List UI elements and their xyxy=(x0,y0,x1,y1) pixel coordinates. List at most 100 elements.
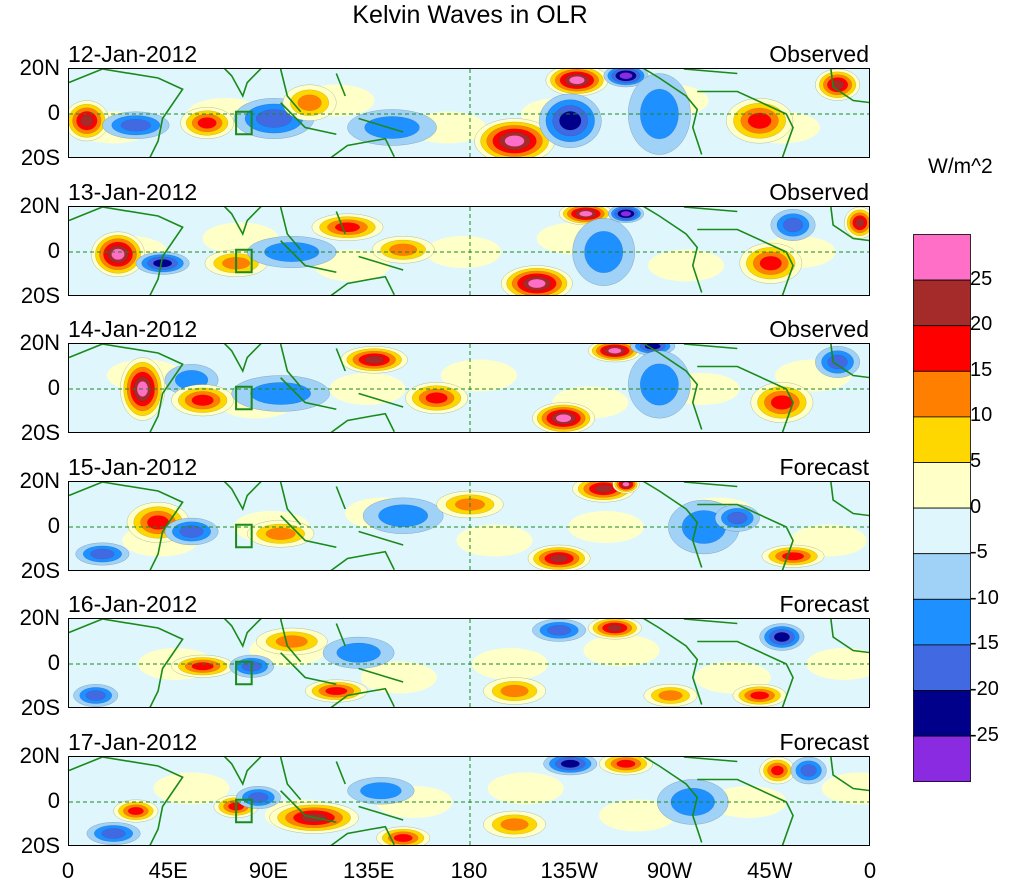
longitude-label: 135E xyxy=(343,858,395,883)
longitude-label: 45E xyxy=(148,858,188,883)
africa-coastline xyxy=(69,619,184,707)
weak-anomaly-blob xyxy=(153,772,230,804)
australia-coastline xyxy=(330,137,395,157)
colorbar-swatch xyxy=(913,735,971,783)
caribbean-coastline xyxy=(683,756,738,762)
weak-anomaly-blob xyxy=(456,524,533,556)
colorbar-swatch xyxy=(913,553,971,600)
anomaly-contour xyxy=(111,248,125,260)
colorbar-tick-label: 15 xyxy=(970,358,993,381)
colorbar-tick-label: 10 xyxy=(970,404,993,427)
panel-status: Forecast xyxy=(779,728,869,755)
colorbar-units: W/m^2 xyxy=(928,155,993,178)
panel-status: Forecast xyxy=(779,453,869,480)
australia-coastline xyxy=(330,275,395,295)
latitude-label: 20S xyxy=(20,557,60,583)
caribbean-coastline xyxy=(683,206,738,212)
anomaly-contour xyxy=(127,806,144,815)
latitude-label: 20S xyxy=(20,832,60,858)
anomaly-contour xyxy=(364,116,420,139)
anomaly-contour xyxy=(101,827,126,839)
reference-box xyxy=(235,523,253,548)
india-coastline xyxy=(223,756,262,786)
longitude-label: 135W xyxy=(540,858,598,883)
panel-date: 17-Jan-2012 xyxy=(68,728,198,755)
maritime-continent-coastline xyxy=(279,756,404,823)
panel-status: Observed xyxy=(769,41,869,67)
colorbar-swatch xyxy=(913,416,971,463)
olr-contour-field xyxy=(69,756,869,845)
australia-coastline xyxy=(330,550,395,570)
anomaly-contour xyxy=(250,382,311,405)
panel-status: Observed xyxy=(769,178,869,205)
anomaly-contour xyxy=(504,135,525,147)
weak-anomaly-blob xyxy=(329,373,406,405)
coastlines xyxy=(69,619,869,707)
colorbar-swatch xyxy=(913,690,971,737)
colorbar-tick-label: -15 xyxy=(970,632,999,655)
anomaly-contour xyxy=(265,527,296,540)
weak-anomaly-blob xyxy=(648,249,725,281)
weak-anomaly-blob xyxy=(821,772,869,804)
caribbean-coastline xyxy=(683,69,738,75)
west-africa-coastline xyxy=(830,206,869,241)
caribbean-coastline xyxy=(683,481,738,487)
latitude-label: 20N xyxy=(19,742,60,768)
weak-anomaly-blob xyxy=(806,648,869,680)
colorbar-tick-label: -10 xyxy=(970,586,999,609)
anomaly-contour xyxy=(297,94,322,111)
longitude-label: 180 xyxy=(450,858,488,883)
chart-title: Kelvin Waves in OLR xyxy=(352,1,588,29)
anomaly-contour xyxy=(500,684,529,698)
west-africa-coastline xyxy=(830,756,869,791)
india-coastline xyxy=(223,344,262,373)
panel-date: 13-Jan-2012 xyxy=(68,178,198,205)
anomaly-contour xyxy=(607,624,623,632)
olr-map-panel xyxy=(68,618,870,708)
colorbar-swatch xyxy=(913,598,971,646)
anomaly-contour xyxy=(759,255,782,270)
longitude-label: 45W xyxy=(747,858,793,883)
panel-date: 16-Jan-2012 xyxy=(68,591,198,617)
colorbar xyxy=(913,234,971,787)
olr-contour-field xyxy=(69,481,869,570)
australia-coastline xyxy=(330,412,395,432)
reference-box xyxy=(235,385,253,411)
panel-status: Forecast xyxy=(779,591,869,617)
weak-anomaly-blob xyxy=(487,772,564,804)
anomaly-contour xyxy=(770,395,793,410)
india-coastline xyxy=(223,206,262,236)
coastlines xyxy=(69,756,869,845)
latitude-label: 0 xyxy=(47,375,60,400)
anomaly-contour xyxy=(179,524,204,538)
reference-box xyxy=(235,798,253,823)
colorbar-tick-label: 5 xyxy=(970,450,982,472)
anomaly-contour xyxy=(800,763,817,777)
caribbean-coastline xyxy=(683,619,738,625)
longitude-label: 90W xyxy=(646,858,693,883)
latitude-label: 20N xyxy=(19,605,60,630)
panel-date: 14-Jan-2012 xyxy=(68,316,198,342)
olr-map-panel xyxy=(68,480,870,571)
olr-map-panel xyxy=(68,755,870,846)
longitude-label: 90E xyxy=(248,858,289,883)
australia-coastline xyxy=(330,687,395,707)
anomaly-contour xyxy=(783,217,804,232)
anomaly-contour xyxy=(620,210,632,216)
anomaly-contour xyxy=(782,551,804,560)
anomaly-contour xyxy=(547,625,572,636)
colorbar-tick-label: 0 xyxy=(970,495,982,518)
anomaly-contour xyxy=(747,112,772,129)
maritime-continent-coastline xyxy=(279,206,404,273)
olr-map-panel xyxy=(68,68,870,158)
india-coastline xyxy=(223,481,262,511)
anomaly-contour xyxy=(608,347,622,354)
west-africa-coastline xyxy=(830,619,869,654)
colorbar-swatch xyxy=(913,644,971,691)
anomaly-contour xyxy=(560,759,580,768)
anomaly-contour xyxy=(378,504,428,527)
longitude-label: 0 xyxy=(863,858,877,883)
panel-date: 12-Jan-2012 xyxy=(68,41,198,67)
anomaly-contour xyxy=(360,781,402,799)
olr-contour-field xyxy=(69,344,869,432)
